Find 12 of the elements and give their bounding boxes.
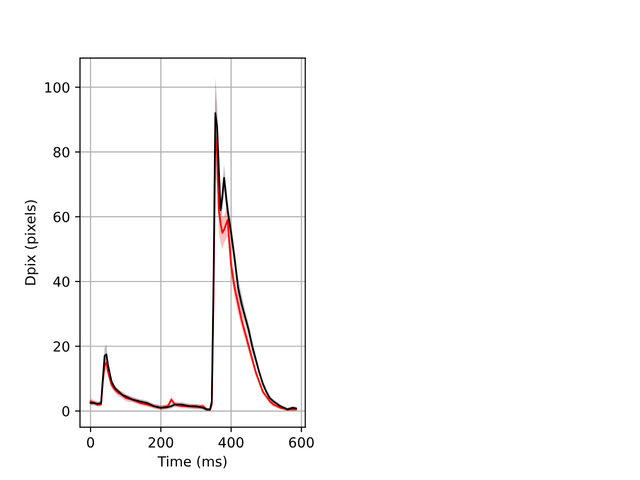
- x-axis-title: Time (ms): [158, 456, 226, 468]
- y-tick-label: 0: [62, 406, 70, 416]
- x-tick-label: 600: [289, 437, 314, 448]
- y-tick-label: 40: [53, 276, 70, 287]
- y-tick-label: 100: [45, 82, 70, 93]
- x-tick-label: 0: [87, 437, 94, 448]
- x-tick-label: 200: [148, 437, 174, 448]
- y-axis-title: Dpix (pixels): [24, 200, 38, 285]
- x-tick-label: 400: [218, 437, 244, 448]
- y-tick-label: 80: [54, 146, 70, 158]
- y-tick-label: 20: [54, 341, 70, 352]
- y-tick-label: 60: [54, 212, 70, 222]
